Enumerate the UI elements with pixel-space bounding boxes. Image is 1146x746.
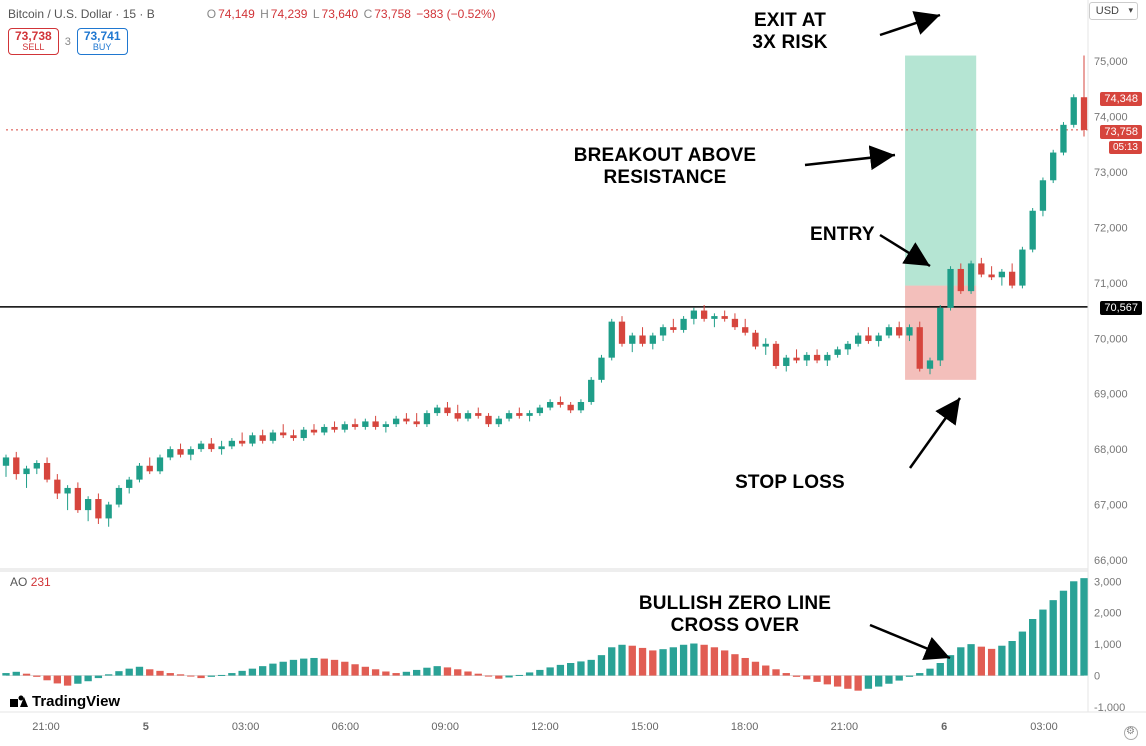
annotation-bullish: BULLISH ZERO LINECROSS OVER bbox=[610, 593, 860, 637]
svg-text:12:00: 12:00 bbox=[531, 721, 559, 733]
svg-text:03:00: 03:00 bbox=[1030, 721, 1058, 733]
svg-text:69,000: 69,000 bbox=[1094, 389, 1128, 401]
annotation-exit: EXIT AT3X RISK bbox=[700, 10, 880, 54]
annotation-entry: ENTRY bbox=[810, 224, 875, 246]
svg-text:0: 0 bbox=[1094, 671, 1100, 683]
chart-canvas[interactable]: 66,000 67,000 68,000 69,000 70,000 71,000 72,0… bbox=[0, 0, 1146, 746]
svg-text:6: 6 bbox=[941, 721, 947, 733]
svg-text:68,000: 68,000 bbox=[1094, 444, 1128, 456]
svg-text:75,000: 75,000 bbox=[1094, 56, 1128, 68]
svg-text:09:00: 09:00 bbox=[431, 721, 459, 733]
svg-text:71,000: 71,000 bbox=[1094, 278, 1128, 290]
annotation-stoploss: STOP LOSS bbox=[665, 472, 915, 494]
svg-text:5: 5 bbox=[143, 721, 149, 733]
svg-text:21:00: 21:00 bbox=[831, 721, 859, 733]
close-price-tag: 73,758 bbox=[1100, 125, 1142, 139]
svg-text:03:00: 03:00 bbox=[232, 721, 260, 733]
svg-text:74,000: 74,000 bbox=[1094, 112, 1128, 124]
annotation-breakout: BREAKOUT ABOVERESISTANCE bbox=[540, 145, 790, 189]
hline-price-tag: 70,567 bbox=[1100, 301, 1142, 315]
svg-text:2,000: 2,000 bbox=[1094, 608, 1122, 620]
tradingview-logo: TradingView bbox=[10, 693, 120, 710]
svg-text:67,000: 67,000 bbox=[1094, 500, 1128, 512]
svg-text:21:00: 21:00 bbox=[32, 721, 60, 733]
svg-text:06:00: 06:00 bbox=[332, 721, 360, 733]
svg-text:72,000: 72,000 bbox=[1094, 222, 1128, 234]
settings-icon[interactable] bbox=[1124, 726, 1138, 740]
svg-text:18:00: 18:00 bbox=[731, 721, 759, 733]
countdown-tag: 05:13 bbox=[1109, 141, 1142, 154]
svg-text:66,000: 66,000 bbox=[1094, 555, 1128, 567]
svg-text:3,000: 3,000 bbox=[1094, 576, 1122, 588]
ao-indicator-label: AO 231 bbox=[10, 575, 51, 589]
svg-text:73,000: 73,000 bbox=[1094, 167, 1128, 179]
current-price-tag: 74,348 bbox=[1100, 92, 1142, 106]
svg-text:70,000: 70,000 bbox=[1094, 333, 1128, 345]
svg-text:1,000: 1,000 bbox=[1094, 639, 1122, 651]
svg-text:15:00: 15:00 bbox=[631, 721, 659, 733]
